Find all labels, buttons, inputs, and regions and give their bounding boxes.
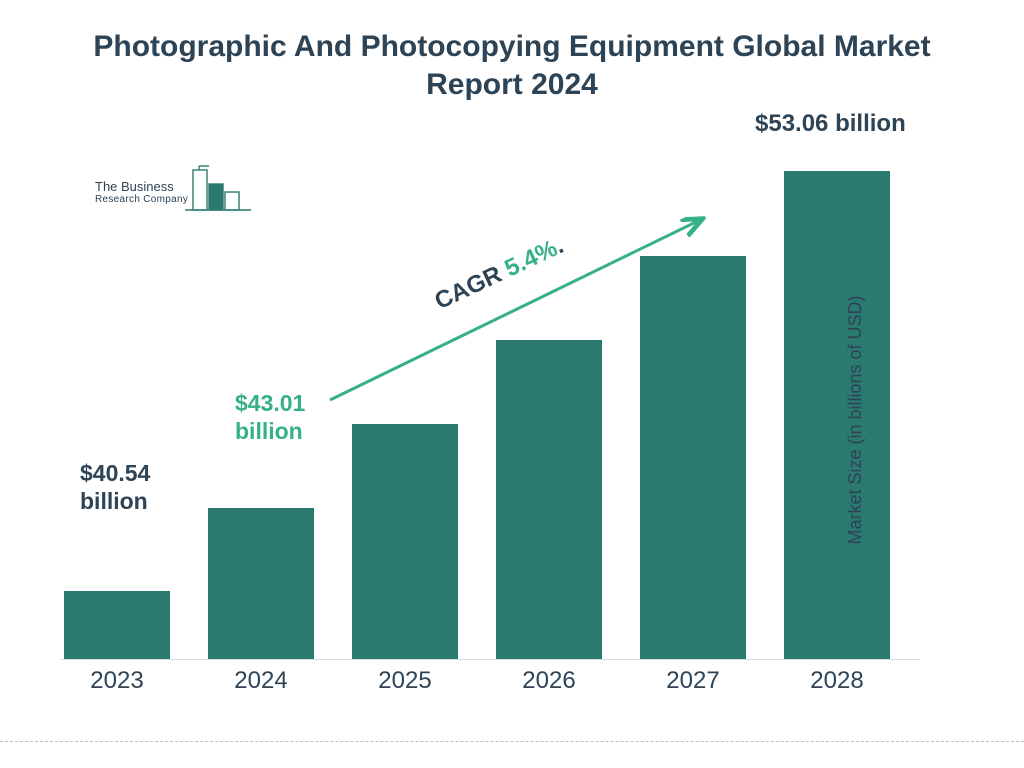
bar (64, 591, 170, 659)
value-label: $40.54billion (80, 460, 150, 515)
bar (496, 340, 602, 659)
value-label: $43.01billion (235, 390, 305, 445)
x-tick-label: 2026 (496, 667, 602, 695)
bar (208, 508, 314, 659)
x-tick-label: 2027 (640, 667, 746, 695)
footer-divider (0, 741, 1024, 742)
y-axis-label: Market Size (in billions of USD) (845, 295, 866, 544)
bar (640, 256, 746, 659)
x-tick-label: 2023 (64, 667, 170, 695)
bar-chart: CAGR 5.4%. 202320242025202620272028$40.5… (60, 140, 940, 700)
bar (352, 424, 458, 659)
value-label: $53.06 billion (755, 110, 906, 139)
x-tick-label: 2028 (784, 667, 890, 695)
bar (784, 171, 890, 659)
plot-area: CAGR 5.4%. 202320242025202620272028$40.5… (60, 140, 920, 660)
x-tick-label: 2024 (208, 667, 314, 695)
chart-title: Photographic And Photocopying Equipment … (0, 0, 1024, 111)
x-tick-label: 2025 (352, 667, 458, 695)
